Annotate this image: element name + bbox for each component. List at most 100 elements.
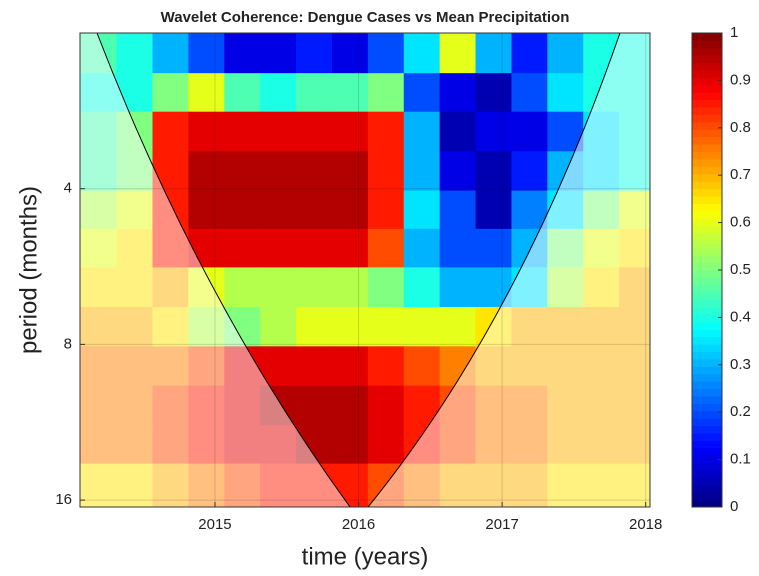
cell xyxy=(331,346,369,387)
colorbar-segment xyxy=(692,62,722,71)
cell xyxy=(296,111,333,152)
cell xyxy=(116,33,154,74)
plot-frame xyxy=(79,32,651,508)
cell xyxy=(224,33,261,74)
cell xyxy=(188,73,225,113)
cell xyxy=(367,346,405,387)
cell xyxy=(403,307,441,347)
cone-shade xyxy=(80,33,350,507)
colorbar-segment xyxy=(692,173,722,182)
chart-title: Wavelet Coherence: Dengue Cases vs Mean … xyxy=(161,9,570,26)
colorbar-segment xyxy=(692,299,722,308)
cell xyxy=(511,33,548,74)
colorbar-segment xyxy=(692,492,722,501)
cell xyxy=(188,111,225,152)
cell xyxy=(296,228,333,268)
cell xyxy=(403,346,441,387)
cell xyxy=(367,190,405,230)
cell xyxy=(547,73,584,113)
cell xyxy=(331,111,369,152)
colorbar-tick-label: 0.5 xyxy=(730,261,751,278)
cell xyxy=(152,111,189,152)
cell xyxy=(260,267,297,308)
colorbar-segment xyxy=(692,225,722,234)
cell xyxy=(260,228,297,268)
colorbar-segment xyxy=(692,284,722,293)
colorbar-segment xyxy=(692,447,722,456)
cell xyxy=(331,385,369,426)
cell xyxy=(475,228,512,268)
cell xyxy=(296,307,333,347)
cell xyxy=(224,228,261,268)
colorbar-segment xyxy=(692,469,722,478)
cone-shade xyxy=(368,33,650,507)
colorbar-segment xyxy=(692,410,722,419)
cell xyxy=(296,267,333,308)
cell xyxy=(367,111,405,152)
colorbar-segment xyxy=(692,262,722,271)
cell xyxy=(367,307,405,347)
cell xyxy=(403,190,441,230)
colorbar-tick-label: 0.6 xyxy=(730,214,751,231)
colorbar-segment xyxy=(692,477,722,486)
colorbar-segment xyxy=(692,84,722,93)
cell xyxy=(367,228,405,268)
cell xyxy=(188,151,225,192)
colorbar-segment xyxy=(692,166,722,175)
cell xyxy=(403,73,441,113)
colorbar-tick-label: 1 xyxy=(730,24,738,41)
cell xyxy=(475,33,512,74)
colorbar-segment xyxy=(692,210,722,219)
cell xyxy=(260,33,297,74)
cone-of-influence xyxy=(96,32,621,508)
cell xyxy=(296,151,333,192)
cell xyxy=(403,111,441,152)
cell xyxy=(331,151,369,192)
cell xyxy=(331,228,369,268)
colorbar-segment xyxy=(692,195,722,204)
cell xyxy=(260,190,297,230)
colorbar-tick-label: 0 xyxy=(730,498,738,515)
cell xyxy=(367,425,405,465)
cell xyxy=(260,111,297,152)
colorbar-segment xyxy=(692,232,722,241)
colorbar-segment xyxy=(692,92,722,101)
cell xyxy=(331,267,369,308)
cell xyxy=(152,33,189,74)
cell xyxy=(260,73,297,113)
colorbar-segment xyxy=(692,351,722,360)
cell xyxy=(439,307,477,347)
cell xyxy=(403,267,441,308)
colorbar xyxy=(692,33,722,508)
colorbar-segment xyxy=(692,277,722,286)
colorbar-segment xyxy=(692,499,722,508)
colorbar-segment xyxy=(692,292,722,301)
colorbar-segment xyxy=(692,403,722,412)
colorbar-tick-label: 0.3 xyxy=(730,356,751,373)
cell xyxy=(403,228,441,268)
cell xyxy=(511,111,548,152)
colorbar-segment xyxy=(692,432,722,441)
x-tick-label: 2017 xyxy=(485,516,518,533)
colorbar-tick-label: 0.8 xyxy=(730,119,751,136)
cell xyxy=(439,73,477,113)
x-tick-label: 2015 xyxy=(198,516,231,533)
cell xyxy=(439,228,477,268)
colorbar-segment xyxy=(692,358,722,367)
colorbar-segment xyxy=(692,107,722,115)
cell xyxy=(188,33,225,74)
cell xyxy=(331,307,369,347)
cell xyxy=(296,33,333,74)
colorbar-segment xyxy=(692,484,722,493)
colorbar-segment xyxy=(692,366,722,375)
colorbar-tick-label: 0.2 xyxy=(730,403,751,420)
cell xyxy=(296,190,333,230)
colorbar-segment xyxy=(692,440,722,449)
colorbar-segment xyxy=(692,181,722,190)
colorbar-segment xyxy=(692,314,722,323)
cell xyxy=(367,267,405,308)
cell xyxy=(152,73,189,113)
colorbar-segment xyxy=(692,144,722,152)
x-tick-label: 2016 xyxy=(342,516,375,533)
